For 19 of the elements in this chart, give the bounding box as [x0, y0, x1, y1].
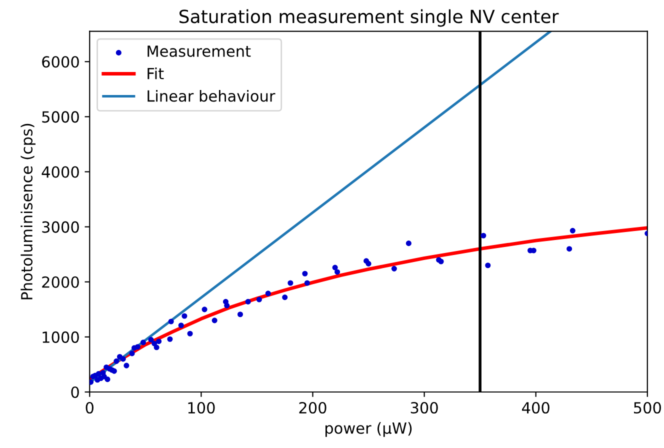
y-tick-label: 6000: [42, 56, 79, 68]
x-tick-label: 400: [522, 402, 550, 414]
y-tick-label: 0: [71, 386, 79, 398]
x-tick-label: 100: [188, 402, 215, 414]
legend-label: Fit: [148, 68, 164, 80]
y-tick-label: 5000: [42, 111, 79, 123]
x-tick-label: 300: [410, 402, 438, 414]
x-tick-label: 200: [299, 402, 326, 414]
y-tick-label: 3000: [42, 221, 79, 233]
x-tick-label: 0: [86, 402, 94, 414]
x-axis-title: power (µW): [325, 422, 412, 437]
y-axis-title: Photoluminisence (cps): [20, 124, 36, 300]
y-tick-label: 2000: [42, 276, 79, 288]
legend-label: Measurement: [148, 46, 251, 57]
x-tick-label: 500: [634, 402, 661, 414]
y-tick-label: 1000: [42, 331, 79, 343]
chart-title: Saturation measurement single NV center: [179, 9, 559, 27]
y-tick-label: 4000: [42, 166, 79, 178]
legend-label: Linear behaviour: [148, 90, 276, 102]
